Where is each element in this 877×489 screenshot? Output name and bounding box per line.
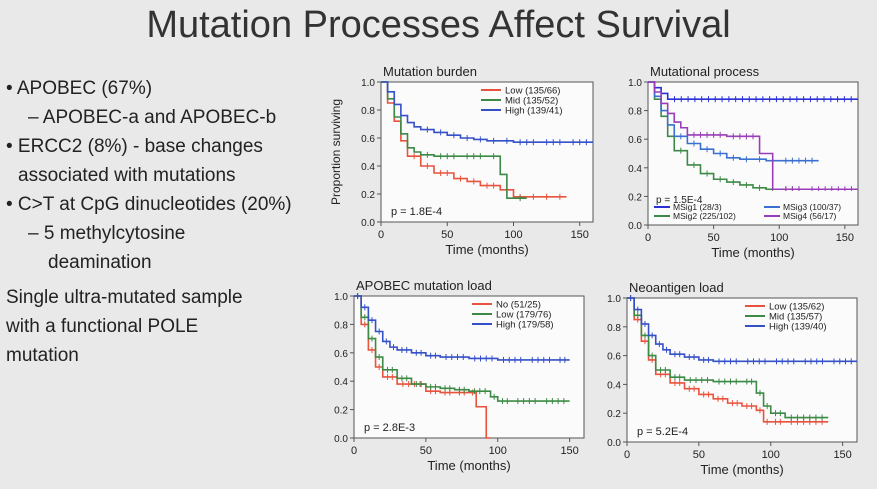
y-tick-label: 0.6 [628, 135, 642, 146]
bullet-item: deamination [48, 252, 152, 273]
y-tick-label: 0.6 [361, 134, 375, 145]
chart-mutation-burden: Mutation burden 0.0 0.2 0.4 0.6 0.8 1.0 0 50 100 1… [329, 64, 594, 257]
x-tick-label: 0 [624, 449, 630, 461]
bullet-list: • APOBEC (67%) – APOBEC-a and APOBEC-b • E… [6, 74, 341, 370]
p-value: p = 1.5E-4 [656, 195, 703, 206]
legend-label: Mid (135/52) [505, 96, 558, 107]
y-axis-label: Proportion surviving [329, 99, 343, 205]
x-tick-label: 100 [770, 232, 788, 244]
x-tick-label: 100 [504, 229, 522, 241]
y-tick-label: 1.0 [361, 78, 375, 89]
x-axis-label: Time (months) [700, 462, 783, 477]
y-tick-label: 0.4 [628, 164, 642, 175]
legend-label: MSig3 (100/37) [783, 202, 841, 212]
y-tick-label: 0.4 [361, 162, 375, 173]
x-tick-label: 100 [489, 445, 507, 457]
slide-title: Mutation Processes Affect Survival [146, 4, 731, 46]
legend-label: High (179/58) [496, 320, 554, 331]
plot-frame [380, 81, 594, 223]
legend-label: High (139/41) [505, 106, 563, 117]
x-tick-label: 150 [833, 449, 851, 461]
bullet-item: • APOBEC (67%) [6, 78, 153, 99]
survival-curve-3 [381, 81, 593, 143]
legend-box [652, 191, 854, 223]
survival-curve-3 [627, 297, 857, 363]
chart-mutational-process: Mutational process 0.0 0.2 0.4 0.6 0.8 1.0 0 50 1… [628, 64, 859, 260]
x-tick-label: 50 [708, 232, 720, 244]
y-tick-label: 0.2 [628, 192, 642, 203]
y-tick-label: 0.0 [628, 221, 642, 232]
y-tick-label: 0.6 [607, 352, 621, 363]
y-tick-label: 0.0 [607, 438, 621, 449]
y-tick-label: 1.0 [334, 292, 348, 303]
x-tick-label: 0 [351, 445, 357, 457]
survival-curve-2 [381, 81, 527, 199]
survival-curve-4 [648, 81, 858, 191]
bullet-item: Single ultra-mutated sample [6, 287, 243, 308]
bullet-item: associated with mutations [18, 165, 236, 186]
legend-label: MSig4 (56/17) [783, 211, 837, 221]
bullet-item: with a functional POLE [6, 316, 199, 337]
x-tick-label: 150 [571, 229, 589, 241]
x-tick-label: 150 [836, 232, 854, 244]
y-tick-label: 1.0 [628, 78, 642, 89]
x-tick-label: 50 [441, 229, 453, 241]
legend-label: Low (179/76) [496, 310, 551, 321]
legend-label: MSig1 (28/3) [673, 202, 722, 212]
legend-label: No (51/25) [496, 300, 541, 311]
legend-label: Mid (135/57) [769, 312, 822, 323]
survival-curve-3 [354, 295, 570, 361]
legend-label: High (139/40) [769, 322, 827, 333]
y-tick-label: 0.8 [361, 106, 375, 117]
p-value: p = 1.8E-4 [391, 206, 442, 218]
legend-label: MSig2 (225/102) [673, 211, 736, 221]
y-tick-label: 0.2 [334, 406, 348, 417]
bullet-item: – APOBEC-a and APOBEC-b [28, 107, 277, 128]
y-tick-label: 0.0 [361, 218, 375, 229]
x-tick-label: 0 [378, 229, 384, 241]
chart-title: Neoantigen load [629, 280, 724, 295]
survival-curve-3 [648, 81, 819, 162]
x-axis-label: Time (months) [427, 458, 510, 473]
legend-label: Low (135/66) [505, 86, 560, 97]
y-tick-label: 0.2 [607, 409, 621, 420]
p-value: p = 2.8E-3 [364, 422, 415, 434]
survival-curve-2 [648, 81, 806, 191]
x-axis-label: Time (months) [711, 245, 794, 260]
y-tick-label: 0.8 [334, 320, 348, 331]
chart-title: APOBEC mutation load [356, 278, 492, 293]
x-axis-label: Time (months) [445, 242, 528, 257]
y-tick-label: 0.6 [334, 349, 348, 360]
survival-curve-2 [627, 297, 829, 419]
bullet-item: • ERCC2 (8%) - base changes [6, 136, 263, 157]
y-tick-label: 0.8 [628, 107, 642, 118]
legend-label: Low (135/62) [769, 302, 824, 313]
y-tick-label: 1.0 [607, 294, 621, 305]
chart-apobec-mutation-load: APOBEC mutation load 0.0 0.2 0.4 0.6 0.8 1.0 0 5… [334, 278, 585, 473]
y-tick-label: 0.4 [334, 377, 348, 388]
y-tick-label: 0.0 [334, 434, 348, 445]
chart-title: Mutational process [650, 64, 760, 79]
y-tick-label: 0.4 [607, 380, 621, 391]
p-value: p = 5.2E-4 [637, 426, 688, 438]
y-tick-label: 0.2 [361, 190, 375, 201]
bullet-item: – 5 methylcytosine [28, 223, 186, 244]
chart-neoantigen-load: Neoantigen load 0.0 0.2 0.4 0.6 0.8 1.0 0 50 100 1… [607, 280, 858, 477]
bullet-item: mutation [6, 345, 79, 366]
chart-title: Mutation burden [383, 64, 477, 79]
y-tick-label: 0.8 [607, 323, 621, 334]
x-tick-label: 100 [762, 449, 780, 461]
x-tick-label: 150 [560, 445, 578, 457]
x-tick-label: 50 [420, 445, 432, 457]
survival-curve-1 [381, 81, 567, 198]
x-tick-label: 0 [645, 232, 651, 244]
bullet-item: • C>T at CpG dinucleotides (20%) [6, 194, 292, 215]
x-tick-label: 50 [693, 449, 705, 461]
